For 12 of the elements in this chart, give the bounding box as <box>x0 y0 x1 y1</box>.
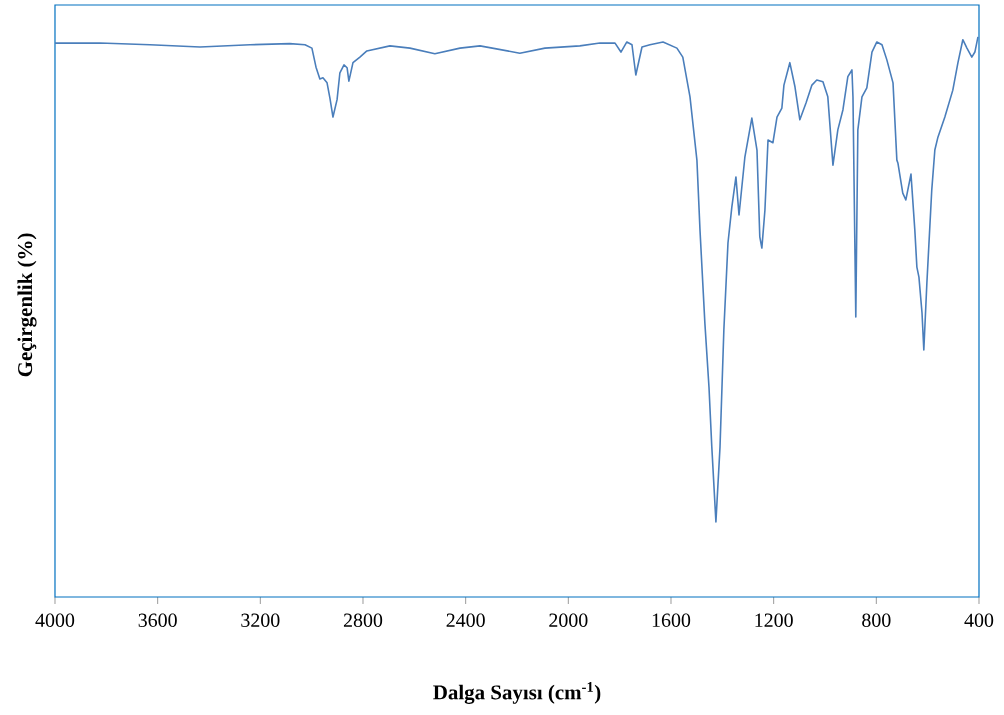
x-axis-title: Dalga Sayısı (cm$^{-1}$) <box>433 682 601 704</box>
x-tick-label: 2000 <box>549 613 588 627</box>
x-tick-label: 2400 <box>446 613 485 627</box>
x-tick-label: 800 <box>862 613 891 627</box>
x-tick-label: 3200 <box>241 613 280 627</box>
x-tick-label: 400 <box>964 613 994 627</box>
x-tick-label: 4000 <box>35 613 75 627</box>
x-tick-label: 3600 <box>138 613 177 627</box>
x-tick-label: 2800 <box>343 613 383 627</box>
y-axis-title: Geçirgenlik (%) <box>17 233 37 377</box>
x-tick-label: 1600 <box>652 613 691 627</box>
x-tick-label: 1200 <box>755 613 793 627</box>
